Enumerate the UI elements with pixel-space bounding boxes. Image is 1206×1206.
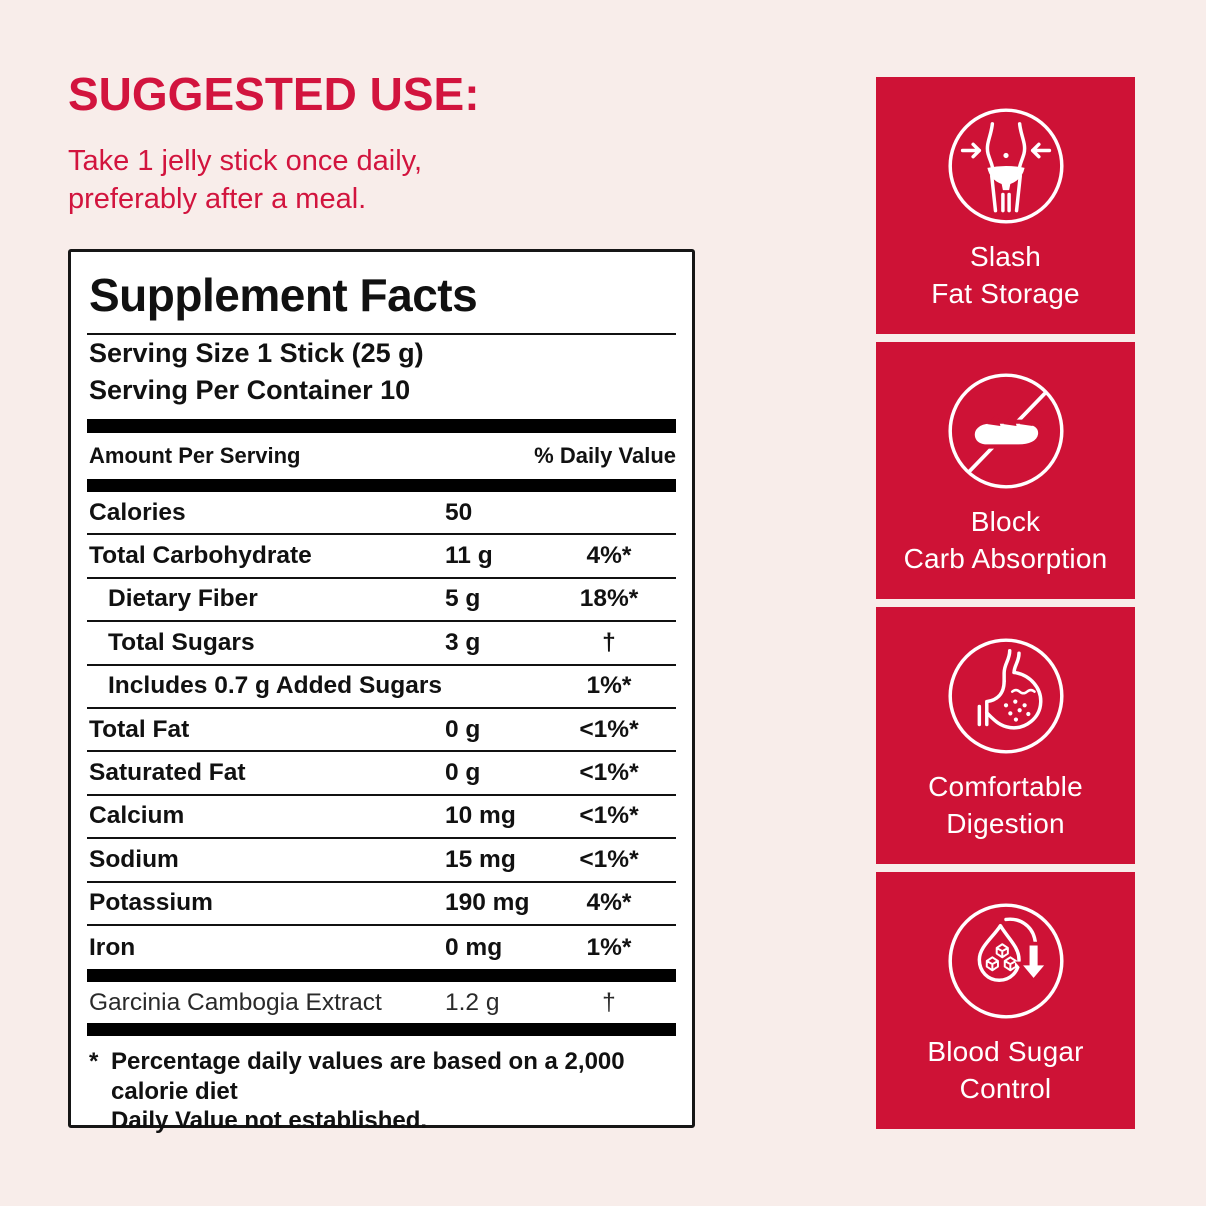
benefit-card-comfortable-digestion: Comfortable Digestion (876, 607, 1135, 864)
suggested-use-heading: SUGGESTED USE: (68, 68, 480, 120)
nutrition-table: Calories 50 Total Carbohydrate 11 g 4%* … (87, 492, 676, 969)
thick-bar (87, 479, 676, 492)
supplement-facts-title: Supplement Facts (89, 269, 478, 321)
table-row-total-carbohydrate: Total Carbohydrate 11 g 4%* (87, 535, 676, 579)
table-row-garcinia-extract: Garcinia Cambogia Extract 1.2 g † (89, 988, 616, 1016)
table-row-saturated-fat: Saturated Fat 0 g <1%* (87, 752, 676, 796)
benefit-card-slash-fat-storage: Slash Fat Storage (876, 77, 1135, 334)
title-divider (87, 333, 676, 335)
footnote-line2: Daily Value not established. (111, 1107, 428, 1135)
waist-arrows-icon (944, 104, 1068, 228)
suggested-use-section: SUGGESTED USE: Take 1 jelly stick once d… (68, 68, 768, 218)
table-row-total-sugars: Total Sugars 3 g † (87, 622, 676, 666)
table-row-added-sugars: Includes 0.7 g Added Sugars 1%* (87, 666, 676, 709)
thick-bar (87, 1023, 676, 1037)
supplement-facts-panel: Supplement Facts Serving Size 1 Stick (2… (68, 249, 695, 1134)
table-row-potassium: Potassium 190 mg 4%* (87, 883, 676, 926)
footnote-asterisk: * (89, 1048, 99, 1076)
suggested-use-line2: preferably after a meal. (68, 183, 367, 215)
benefit-label: Comfortable Digestion (928, 771, 1083, 839)
thick-bar (87, 969, 676, 983)
thick-bar (87, 419, 676, 433)
amount-per-serving-header: Amount Per Serving (89, 443, 301, 468)
benefit-label: Slash Fat Storage (931, 241, 1080, 309)
facts-footnote: * Percentage daily values are based on a… (87, 1047, 676, 1136)
blood-drop-down-arrow-icon (944, 899, 1068, 1023)
no-bread-icon (944, 369, 1068, 493)
stomach-icon (944, 634, 1068, 758)
footnote-line1: Percentage daily values are based on a 2… (111, 1048, 625, 1105)
benefit-label: Block Carb Absorption (903, 506, 1108, 574)
benefit-card-block-carb-absorption: Block Carb Absorption (876, 342, 1135, 599)
facts-header-row: Amount Per Serving % Daily Value (87, 433, 676, 479)
table-row-calcium: Calcium 10 mg <1%* (87, 796, 676, 840)
table-row-iron: Iron 0 mg 1%* (89, 933, 632, 961)
suggested-use-line1: Take 1 jelly stick once daily, (68, 145, 423, 177)
table-row-total-fat: Total Fat 0 g <1%* (87, 709, 676, 753)
suggested-use-body: Take 1 jelly stick once daily, preferabl… (68, 142, 768, 218)
servings-per-container: Serving Per Container 10 (89, 375, 411, 405)
table-row-calories: Calories 50 (87, 492, 676, 536)
table-row-dietary-fiber: Dietary Fiber 5 g 18%* (87, 579, 676, 623)
benefit-card-blood-sugar-control: Blood Sugar Control (876, 872, 1135, 1129)
benefit-label: Blood Sugar Control (927, 1036, 1084, 1104)
table-row-sodium: Sodium 15 mg <1%* (87, 839, 676, 883)
daily-value-header: % Daily Value (534, 443, 676, 468)
serving-size: Serving Size 1 Stick (25 g) (89, 338, 424, 368)
